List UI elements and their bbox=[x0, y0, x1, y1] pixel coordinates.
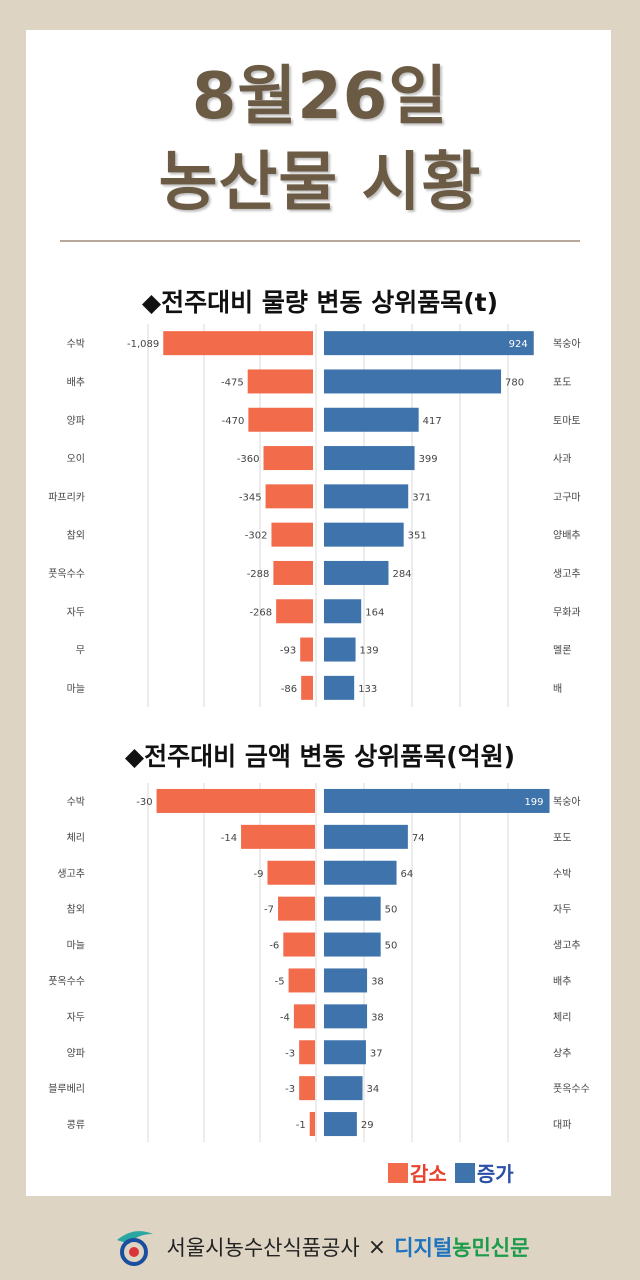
footer-cross: × bbox=[367, 1234, 387, 1260]
legend: 감소 증가 bbox=[388, 1158, 514, 1187]
legend-increase-swatch bbox=[454, 1162, 475, 1183]
volume-chart-title: ◆전주대비 물량 변동 상위품목(t) bbox=[141, 288, 499, 317]
title-divider bbox=[60, 240, 580, 242]
brand-digital: 디지털 bbox=[394, 1236, 453, 1260]
org-name: 서울시농수산식품공사 bbox=[166, 1236, 360, 1260]
page-title-date: 8월26일 bbox=[191, 60, 449, 134]
legend-decrease-swatch bbox=[388, 1162, 408, 1183]
legend-decrease-label: 감소 bbox=[410, 1162, 447, 1186]
footer: 서울시농수산식품공사 × 디지털 농민신문 bbox=[0, 1222, 640, 1272]
value-chart-title: ◆전주대비 금액 변동 상위품목(억원) bbox=[124, 742, 516, 771]
legend-increase-label: 증가 bbox=[476, 1162, 514, 1186]
org-logo-icon bbox=[116, 1231, 153, 1266]
content-card bbox=[26, 30, 611, 1196]
brand-farmer: 농민신문 bbox=[452, 1236, 530, 1260]
page-title: 농산물 시황 bbox=[158, 146, 482, 220]
